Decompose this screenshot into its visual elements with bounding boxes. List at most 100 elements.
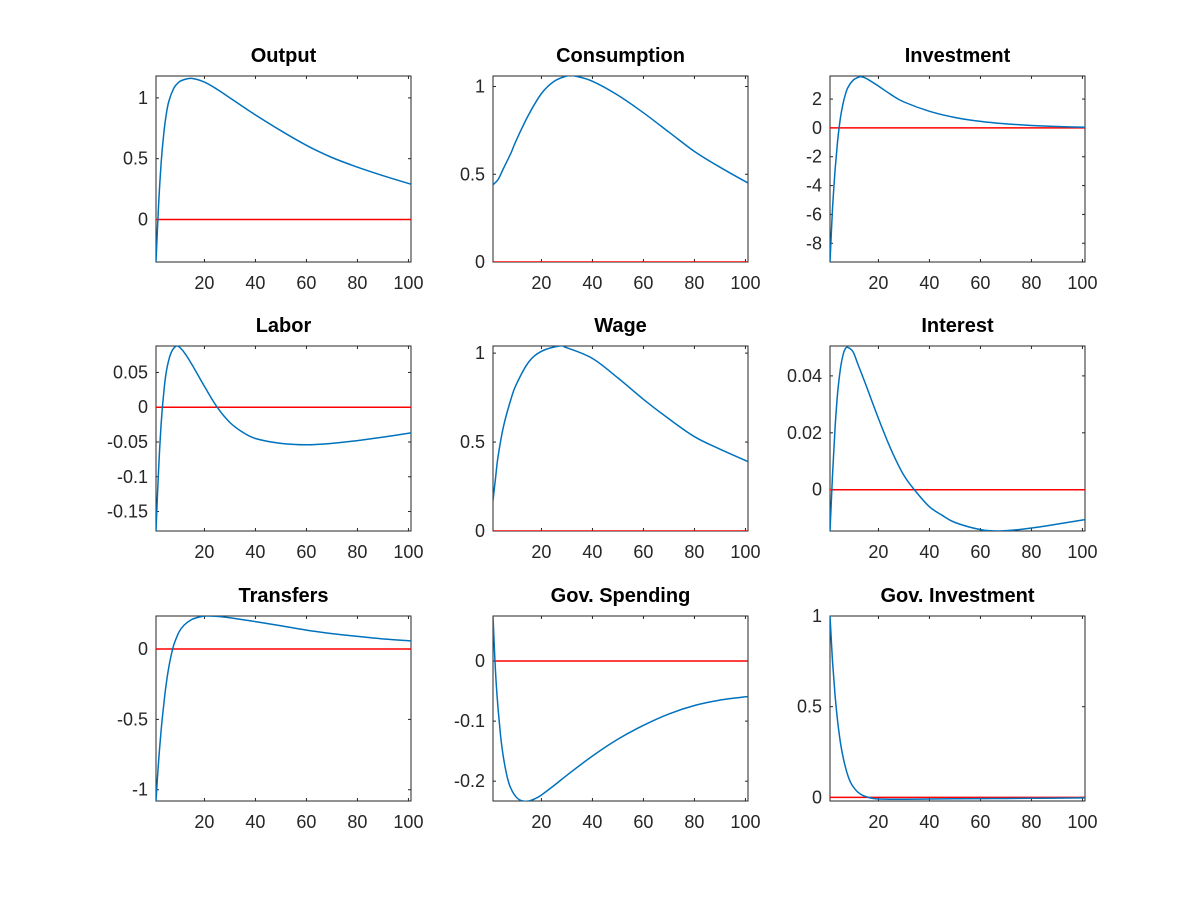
response-line [493,616,748,801]
x-tick-label: 20 [194,812,214,832]
x-tick-label: 60 [296,542,316,562]
y-tick-label: 1 [812,606,822,626]
panel-title: Transfers [238,585,328,607]
axes-box [492,75,749,263]
x-tick-label: 40 [245,812,265,832]
y-tick-label: -0.1 [454,711,485,731]
y-tick-label: 0 [475,651,485,671]
response-line [830,346,1085,531]
y-tick-label: -0.1 [117,467,148,487]
y-tick-label: 1 [138,88,148,108]
x-tick-label: 60 [970,812,990,832]
y-tick-label: -0.5 [117,709,148,729]
y-tick-label: -0.2 [454,771,485,791]
y-tick-label: 1 [475,77,485,97]
x-tick-label: 100 [730,542,760,562]
y-tick-label: -4 [806,176,822,196]
axes-box [829,75,1086,263]
x-tick-label: 20 [868,273,888,293]
y-tick-label: -0.05 [107,432,148,452]
x-tick-label: 80 [1021,273,1041,293]
y-tick-label: 0 [138,639,148,659]
y-tick-label: 0 [475,521,485,541]
x-tick-label: 20 [531,812,551,832]
y-tick-label: 0.5 [460,164,485,184]
panel-gov-spending: Gov. Spending 20 40 60 80 100 -0.2 -0.1 0 [454,585,761,832]
x-tick-label: 80 [1021,542,1041,562]
y-tick-label: 0 [475,252,485,272]
panel-gov-investment: Gov. Investment 20 40 60 80 100 0 0.5 1 [797,585,1098,832]
panel-title: Labor [256,315,312,337]
axes-box [155,75,412,263]
x-tick-label: 100 [1067,542,1097,562]
x-tick-label: 80 [684,542,704,562]
x-tick-label: 40 [919,542,939,562]
panel-investment: Investment 20 40 60 80 100 -8 -6 -4 -2 0 2 [806,45,1097,293]
x-tick-label: 20 [194,542,214,562]
panel-transfers: Transfers 20 40 60 80 100 -1 -0.5 0 [117,585,424,832]
y-tick-label: 0 [812,480,822,500]
x-tick-label: 20 [531,542,551,562]
panel-title: Interest [921,315,994,337]
y-tick-label: -1 [132,780,148,800]
response-line [156,616,411,801]
x-tick-label: 40 [582,812,602,832]
panel-labor: Labor 20 40 60 80 100 -0.15 -0.1 -0.05 0 0.05 [107,315,424,562]
y-tick-label: 0 [138,397,148,417]
y-tick-label: 0 [138,209,148,229]
x-tick-label: 60 [633,812,653,832]
x-tick-label: 20 [868,812,888,832]
x-tick-label: 80 [347,812,367,832]
x-tick-label: 80 [347,273,367,293]
x-tick-label: 100 [1067,273,1097,293]
response-line [830,616,1085,800]
x-tick-label: 100 [730,812,760,832]
y-tick-label: 0.5 [797,697,822,717]
panel-title: Investment [905,45,1011,67]
axes-box [829,615,1086,802]
response-line [830,76,1085,262]
x-tick-label: 60 [296,273,316,293]
x-tick-label: 100 [393,273,423,293]
x-tick-label: 100 [730,273,760,293]
y-tick-label: 1 [475,343,485,363]
x-tick-label: 80 [684,812,704,832]
panel-output: Output 20 40 60 80 100 0 0.5 1 [123,45,424,293]
y-tick-label: 2 [812,89,822,109]
x-tick-label: 60 [633,542,653,562]
x-tick-label: 80 [347,542,367,562]
axes-box [492,615,749,802]
panel-interest: Interest 20 40 60 80 100 0 0.02 0.04 [787,315,1098,562]
x-tick-label: 60 [970,542,990,562]
axes-box [492,345,749,532]
x-tick-label: 60 [633,273,653,293]
panel-title: Consumption [556,45,685,67]
response-line [156,77,411,262]
y-tick-label: 0.02 [787,423,822,443]
x-tick-label: 40 [919,812,939,832]
x-tick-label: 60 [970,273,990,293]
panel-title: Gov. Spending [551,585,691,607]
x-tick-label: 40 [582,542,602,562]
panel-title: Wage [594,315,647,337]
y-tick-label: 0.04 [787,366,822,386]
y-tick-label: 0 [812,118,822,138]
x-tick-label: 20 [194,273,214,293]
axes-box [829,345,1086,532]
axes-box [155,615,412,802]
y-tick-label: -8 [806,233,822,253]
y-tick-label: 0.5 [123,149,148,169]
x-tick-label: 100 [1067,812,1097,832]
response-line [493,76,748,186]
response-line [156,346,411,531]
x-tick-label: 40 [582,273,602,293]
x-tick-label: 40 [245,542,265,562]
y-tick-label: 0.5 [460,432,485,452]
x-tick-label: 20 [531,273,551,293]
x-tick-label: 40 [919,273,939,293]
x-tick-label: 100 [393,812,423,832]
x-tick-label: 80 [684,273,704,293]
x-tick-label: 100 [393,542,423,562]
x-tick-label: 20 [868,542,888,562]
